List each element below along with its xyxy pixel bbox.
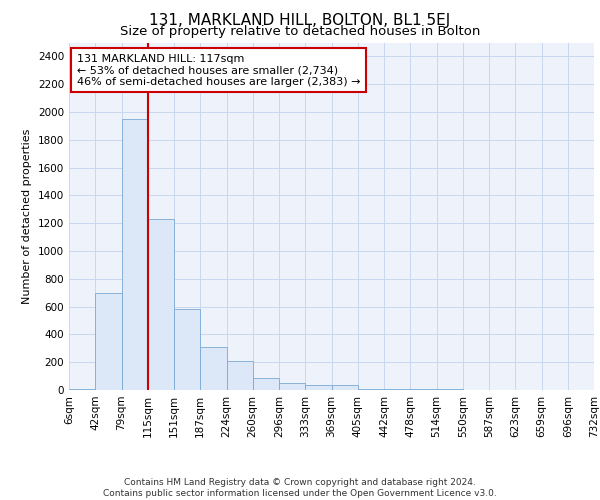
Text: Contains HM Land Registry data © Crown copyright and database right 2024.
Contai: Contains HM Land Registry data © Crown c… — [103, 478, 497, 498]
Bar — [253, 378, 279, 390]
Bar — [95, 292, 121, 390]
Bar — [174, 310, 200, 390]
Bar — [148, 219, 174, 390]
Text: 131, MARKLAND HILL, BOLTON, BL1 5EJ: 131, MARKLAND HILL, BOLTON, BL1 5EJ — [149, 12, 451, 28]
Text: Size of property relative to detached houses in Bolton: Size of property relative to detached ho… — [120, 25, 480, 38]
Bar — [331, 385, 358, 390]
Bar — [358, 388, 384, 390]
Y-axis label: Number of detached properties: Number of detached properties — [22, 128, 32, 304]
Bar — [279, 383, 305, 390]
Bar — [69, 388, 95, 390]
Bar — [121, 119, 148, 390]
Text: 131 MARKLAND HILL: 117sqm
← 53% of detached houses are smaller (2,734)
46% of se: 131 MARKLAND HILL: 117sqm ← 53% of detac… — [77, 54, 361, 87]
Bar — [227, 361, 253, 390]
Bar — [305, 385, 331, 390]
Bar — [200, 347, 227, 390]
